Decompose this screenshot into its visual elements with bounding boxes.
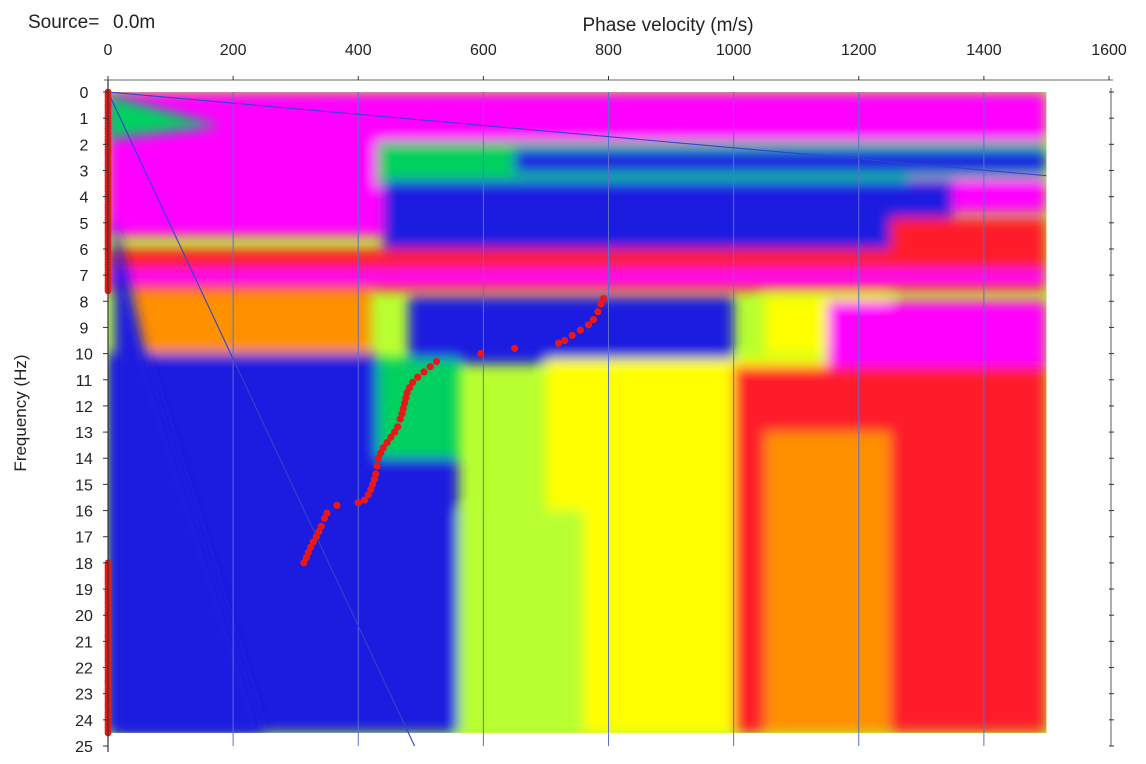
heatmap-band: [383, 180, 953, 260]
heatmap-aliased-wedge: [114, 217, 265, 733]
pick-point: [584, 321, 593, 329]
y-tick-label: 11: [76, 373, 93, 390]
pick-point: [414, 373, 422, 381]
y-tick-label: 10: [75, 347, 93, 364]
y-tick-label: 3: [80, 163, 89, 180]
pick-point: [568, 331, 576, 339]
pick-point: [300, 559, 308, 567]
y-tick-label: 14: [75, 451, 93, 468]
pick-point: [409, 378, 417, 386]
heatmap-blended-bands: [108, 92, 1047, 733]
pick-point: [387, 433, 395, 441]
aliasing-line: [107, 91, 416, 747]
x-tick-label: 600: [470, 42, 497, 59]
y-tick-label: 24: [75, 713, 93, 730]
pick-point: [394, 423, 402, 431]
x-tick-label: 1600: [1091, 42, 1127, 59]
y-tick-label: 22: [75, 661, 93, 678]
y-tick-label: 1: [80, 111, 89, 128]
y-tick-label: 16: [75, 504, 93, 521]
pick-point: [420, 368, 428, 376]
x-tick-labels: 0 200 400 600 800 1000 1200 1400 1600: [104, 42, 1127, 80]
y-tick-label: 0: [80, 85, 89, 102]
y-tick-label: 18: [75, 556, 93, 573]
y-tick-label: 5: [80, 216, 89, 233]
heatmap-band: [126, 290, 371, 359]
grid-lines: [232, 92, 985, 746]
y-tick-label: 12: [75, 399, 93, 416]
pick-point: [360, 496, 369, 504]
pick-point: [312, 533, 320, 541]
y-tick-label: 7: [80, 268, 89, 285]
y-tick-label: 15: [75, 477, 93, 494]
x-tick-label: 200: [220, 42, 247, 59]
pick-point: [576, 326, 584, 334]
heatmap-band: [345, 458, 459, 733]
pick-point: [374, 454, 382, 462]
x-axis-title: Phase velocity (m/s): [582, 15, 753, 36]
y-tick-label: 2: [80, 137, 89, 154]
pick-point: [390, 428, 399, 436]
source-label: Source=: [28, 12, 99, 33]
aliasing-lines: [107, 91, 1047, 747]
pick-point: [383, 438, 391, 447]
heatmap-lowfreq-wedge: [108, 94, 221, 140]
x-tick-label: 1000: [716, 42, 752, 59]
x-tick-label: 800: [595, 42, 622, 59]
y-axis-title: Frequency (Hz): [11, 354, 30, 471]
heatmap-band: [458, 510, 584, 733]
pick-point: [554, 339, 563, 347]
pick-point: [589, 315, 598, 324]
heatmap-band: [108, 269, 1047, 283]
y-tick-label: 20: [75, 608, 93, 625]
y-tick-label: 6: [80, 242, 89, 259]
pick-point: [594, 308, 602, 316]
pick-point: [561, 336, 569, 345]
heatmap-band: [514, 149, 1047, 174]
y-tick-label: 9: [80, 320, 89, 337]
pick-point: [426, 363, 434, 371]
dispersion-picks: [300, 295, 608, 567]
pick-point: [354, 499, 362, 507]
x-tick-label: 1200: [841, 42, 877, 59]
heatmap-band: [764, 432, 891, 733]
y-tick-label: 13: [75, 425, 93, 442]
pick-point: [364, 491, 372, 499]
y-tick-label: 23: [75, 687, 93, 704]
x-tick-label: 400: [345, 42, 372, 59]
y-tick-label: 17: [75, 530, 93, 547]
x-tick-label: 1400: [966, 42, 1002, 59]
y-tick-label: 4: [80, 190, 89, 207]
pick-point: [477, 350, 485, 358]
heatmap-band: [408, 296, 734, 365]
y-tick-label: 19: [75, 582, 93, 599]
y-tick-labels: 0123456789101112131415161718192021222324…: [75, 85, 1114, 756]
pick-point: [333, 501, 341, 509]
heatmap: [108, 92, 1047, 733]
pick-point: [373, 462, 381, 470]
pick-point: [432, 357, 441, 366]
y-tick-label: 8: [80, 294, 89, 311]
y-tick-label: 21: [75, 634, 93, 651]
pick-point: [396, 415, 404, 423]
x-tick-label: 0: [104, 42, 113, 59]
heatmap-band: [108, 144, 384, 236]
heatmap-band: [108, 92, 1047, 150]
aliasing-line: [107, 91, 1047, 177]
source-value: 0.0m: [113, 12, 155, 33]
pick-point: [320, 514, 329, 523]
y-tick-label: 25: [75, 739, 93, 756]
pick-point: [597, 300, 605, 308]
pick-point: [511, 344, 519, 352]
